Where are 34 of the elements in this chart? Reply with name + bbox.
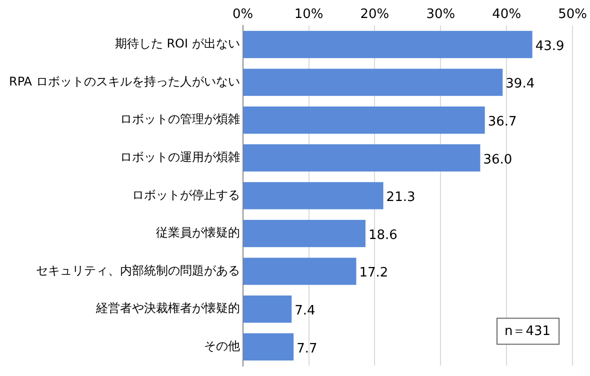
bar xyxy=(243,68,503,96)
y-tick-label: ロボットが停止する xyxy=(132,188,240,202)
y-tick-label: その他 xyxy=(204,339,240,354)
bar xyxy=(243,333,294,361)
data-label: 18.6 xyxy=(368,228,398,243)
y-tick-label: ロボットの管理が煩雑 xyxy=(120,112,240,126)
data-label: 43.9 xyxy=(535,38,564,54)
bar xyxy=(243,106,485,134)
data-label: 36.7 xyxy=(488,114,517,130)
data-label: 39.4 xyxy=(506,76,535,92)
y-tick-label: ロボットの運用が煩雑 xyxy=(120,150,240,164)
y-tick-label: 従業員が懐疑的 xyxy=(156,226,240,240)
bar xyxy=(243,182,384,210)
y-tick-label: 経営者や決裁権者が懐疑的 xyxy=(94,301,240,316)
bar xyxy=(243,258,356,285)
bar xyxy=(243,295,292,323)
data-label: 7.7 xyxy=(296,341,318,356)
data-label: 7.4 xyxy=(294,303,316,318)
x-tick-label: 20% xyxy=(360,7,390,22)
x-tick-label: 10% xyxy=(294,7,324,22)
data-label: 21.3 xyxy=(386,190,416,206)
bar xyxy=(243,220,366,248)
y-tick-label: 期待した ROI が出ない xyxy=(114,36,240,51)
x-tick-label: 0% xyxy=(232,7,254,22)
annotation: n＝431 xyxy=(504,324,551,340)
x-tick-label: 40% xyxy=(492,7,522,22)
x-tick-label: 30% xyxy=(426,7,456,22)
y-tick-label: RPA ロボットのスキルを持った人がいない xyxy=(8,74,240,88)
bar xyxy=(243,144,480,172)
data-label: 36.0 xyxy=(483,152,512,168)
y-tick-label: セキュリティ、内部統制の問題がある xyxy=(36,263,240,278)
bar xyxy=(243,30,532,58)
data-label: 17.2 xyxy=(359,266,388,281)
x-tick-label: 50% xyxy=(558,7,588,22)
